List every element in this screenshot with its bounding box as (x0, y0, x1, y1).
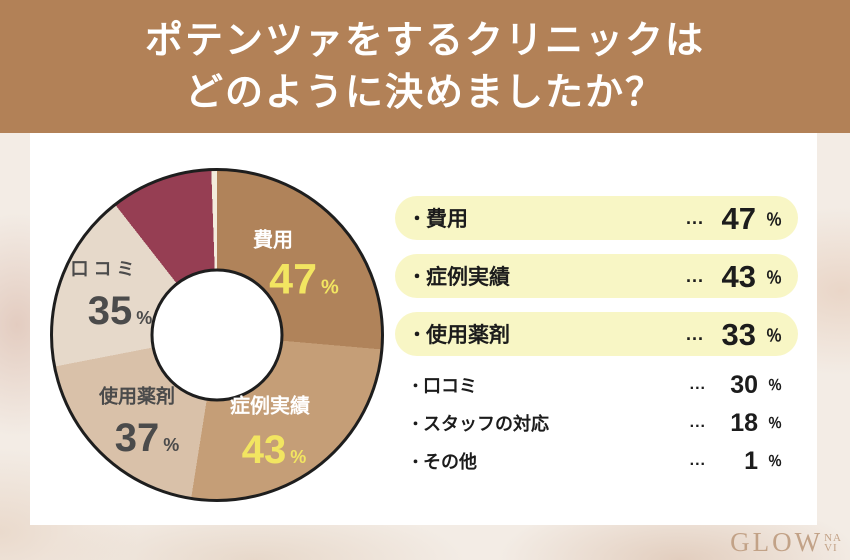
leader-dots: ... (689, 376, 706, 393)
bullet: ・ (408, 453, 424, 471)
list-item-cost: ・ 費用 ... 47 ％ (395, 196, 798, 240)
bullet: ・ (408, 325, 426, 345)
list-item-label: その他 (423, 452, 478, 472)
list-item-drugs-used: ・ 使用薬剤 ... 33 ％ (395, 312, 798, 356)
segment-value-unit: % (163, 435, 180, 455)
header-banner: ポテンツァをするクリニックは どのように決めましたか？ (0, 0, 850, 133)
list-item-unit: ％ (768, 415, 782, 431)
list-item-reviews: ・ 口コミ ... 30 ％ (395, 370, 798, 400)
segment-value-number: 37 (114, 416, 160, 460)
segment-value-case-results: 43 % (242, 430, 307, 470)
list-item-label: 使用薬剤 (426, 324, 510, 347)
leader-dots: ... (689, 414, 706, 431)
segment-label-drugs-used: 使用薬剤 (98, 386, 176, 408)
brand-logo-stack: NA VI (824, 531, 842, 554)
leader-dots: ... (689, 452, 706, 469)
bullet: ・ (408, 415, 424, 433)
bullet: ・ (408, 267, 426, 287)
brand-logo-stack-bottom: VI (824, 541, 838, 554)
segment-value-number: 47 (269, 255, 318, 304)
list-item-other: ・ その他 ... 1 ％ (395, 446, 798, 476)
list-item-unit: ％ (768, 453, 782, 469)
donut-hole (150, 268, 284, 402)
list-item-staff-response: ・ スタッフの対応 ... 18 ％ (395, 408, 798, 438)
segment-value-unit: % (136, 308, 153, 328)
segment-value-number: 35 (87, 289, 133, 333)
segment-label-reviews: 口コミ (70, 259, 140, 279)
list-item-label: 症例実績 (426, 266, 510, 289)
page-title-line2: どのように決めましたか？ (184, 71, 665, 114)
list-item-value: 33 (721, 316, 756, 352)
list-item-unit: ％ (768, 377, 782, 393)
segment-value-unit: % (321, 276, 339, 299)
list-item-value: 47 (721, 200, 756, 236)
list-item-unit: ％ (765, 270, 782, 287)
brand-logo: GLOW NA VI (730, 527, 842, 558)
segment-value-number: 43 (241, 428, 287, 472)
bullet: ・ (408, 377, 424, 395)
brand-logo-stack-top: NA (824, 531, 842, 544)
donut-chart-area: 費用 47 % 症例実績 43 % 使用薬剤 37 % 口コミ 35 % (50, 168, 384, 502)
brand-logo-text: GLOW (730, 527, 824, 557)
segment-label-cost: 費用 (253, 229, 293, 252)
list-item-unit: ％ (765, 212, 782, 229)
leader-dots: ... (685, 265, 704, 286)
list-item-value: 18 (730, 408, 758, 437)
leader-dots: ... (685, 323, 704, 344)
segment-label-case-results: 症例実績 (230, 395, 310, 418)
list-item-label: 費用 (426, 208, 468, 231)
segment-value-drugs-used: 37 % (115, 418, 180, 458)
list-item-label: 口コミ (423, 376, 478, 396)
list-item-case-results: ・ 症例実績 ... 43 ％ (395, 254, 798, 298)
list-item-unit: ％ (765, 328, 782, 345)
segment-value-reviews: 35 % (88, 291, 153, 331)
page-title-line1: ポテンツァをするクリニックは (144, 19, 705, 62)
list-item-value: 1 (744, 446, 758, 475)
results-list: ・ 費用 ... 47 ％ ・ 症例実績 ... 43 ％ ・ 使用薬剤 ...… (395, 196, 798, 484)
list-item-label: スタッフの対応 (423, 414, 550, 434)
list-item-value: 30 (730, 370, 758, 399)
bullet: ・ (408, 209, 426, 229)
list-item-value: 43 (721, 258, 756, 294)
segment-value-cost: 47 % (269, 255, 339, 304)
leader-dots: ... (685, 207, 704, 228)
segment-value-unit: % (290, 447, 307, 467)
